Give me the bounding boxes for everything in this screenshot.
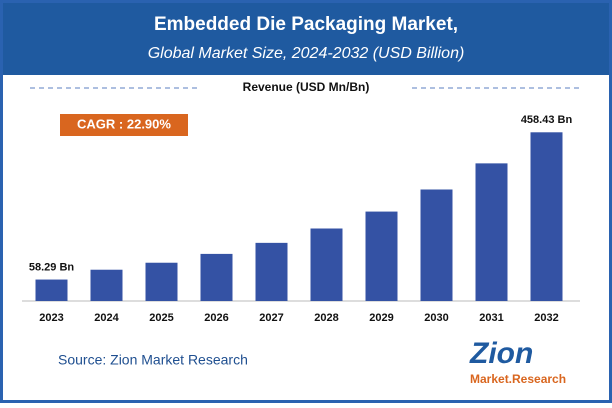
logo: Zion — [469, 337, 533, 370]
bar — [35, 279, 68, 301]
x-tick-label: 2028 — [314, 312, 338, 324]
x-tick-label: 2031 — [479, 312, 503, 324]
x-tick-label: 2032 — [534, 312, 558, 324]
x-tick-label: 2026 — [204, 312, 228, 324]
x-tick-label: 2030 — [424, 312, 448, 324]
bar — [145, 262, 178, 301]
cagr-box — [60, 114, 188, 136]
x-tick-label: 2025 — [149, 312, 173, 324]
chart-title: Embedded Die Packaging Market, — [154, 14, 458, 35]
bar — [255, 242, 288, 301]
value-label: 458.43 Bn — [521, 114, 573, 126]
header — [3, 3, 609, 75]
x-tick-label: 2029 — [369, 312, 393, 324]
bar — [530, 132, 563, 301]
bar — [475, 163, 508, 301]
x-tick-label: 2023 — [39, 312, 63, 324]
x-tick-label: 2024 — [94, 312, 119, 324]
x-tick-label: 2027 — [259, 312, 283, 324]
value-label: 58.29 Bn — [29, 261, 75, 273]
bar — [310, 228, 343, 301]
source: Source: Zion Market Research — [58, 352, 248, 368]
cagr-text: CAGR : 22.90% — [77, 116, 171, 131]
bar — [90, 269, 123, 301]
axis-label: Revenue (USD Mn/Bn) — [243, 80, 370, 94]
bar — [200, 253, 233, 301]
chart-subtitle: Global Market Size, 2024-2032 (USD Billi… — [148, 45, 465, 62]
bar — [420, 189, 453, 301]
logo-sub: Market.Research — [470, 372, 566, 386]
bar — [365, 211, 398, 301]
